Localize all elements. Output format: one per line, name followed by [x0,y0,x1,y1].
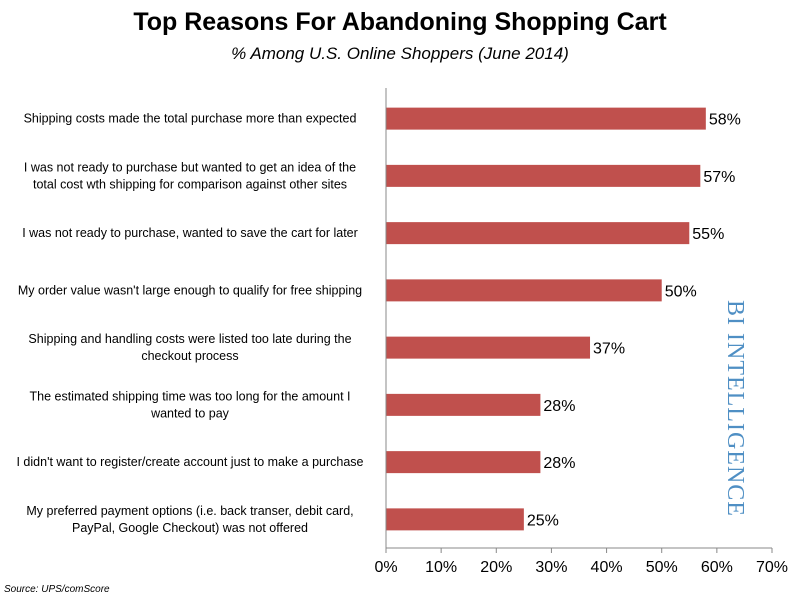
x-tick-label-5: 50% [646,559,678,576]
category-label-6: The estimated shipping time was too long… [29,389,350,420]
bar-1 [386,107,706,130]
x-tick-label-0: 0% [374,559,397,576]
value-label-8: 25% [527,512,559,529]
chart-title: Top Reasons For Abandoning Shopping Cart [133,8,667,36]
category-label-1: Shipping costs made the total purchase m… [24,112,357,126]
value-labels: 58% 57% 55% 50% 37% 28% 28% 25% [527,112,741,530]
value-label-1: 58% [709,112,741,129]
category-label-7: I didn't want to register/create account… [16,455,363,469]
value-label-4: 50% [665,283,697,300]
bar-2 [386,164,701,187]
category-label-2: I was not ready to purchase but wanted t… [24,160,356,191]
bars [386,107,706,531]
bar-8 [386,508,524,531]
value-label-7: 28% [543,455,575,472]
x-axis: 0% 10% 20% 30% 40% 50% 60% 70% [374,88,788,576]
bar-3 [386,222,690,245]
bar-4 [386,279,662,302]
bar-6 [386,393,541,416]
bi-intelligence-logo: BI INTELLIGENCE [722,300,748,517]
value-label-5: 37% [593,341,625,358]
value-label-3: 55% [692,226,724,243]
source-note: Source: UPS/comScore [4,584,110,595]
x-tick-label-7: 70% [756,559,788,576]
x-tick-label-2: 20% [480,559,512,576]
x-tick-label-1: 10% [425,559,457,576]
value-label-2: 57% [703,169,735,186]
category-label-8: My preferred payment options (i.e. back … [26,504,353,535]
x-tick-label-6: 60% [701,559,733,576]
value-label-6: 28% [543,398,575,415]
bar-7 [386,451,541,474]
category-label-3: I was not ready to purchase, wanted to s… [22,226,358,240]
x-tick-label-4: 40% [591,559,623,576]
category-label-4: My order value wasn't large enough to qu… [18,283,362,297]
category-labels: Shipping costs made the total purchase m… [16,112,363,535]
category-label-5: Shipping and handling costs were listed … [28,332,351,363]
x-tick-label-3: 30% [535,559,567,576]
bar-5 [386,336,591,359]
chart-subtitle: % Among U.S. Online Shoppers (June 2014) [231,44,569,63]
